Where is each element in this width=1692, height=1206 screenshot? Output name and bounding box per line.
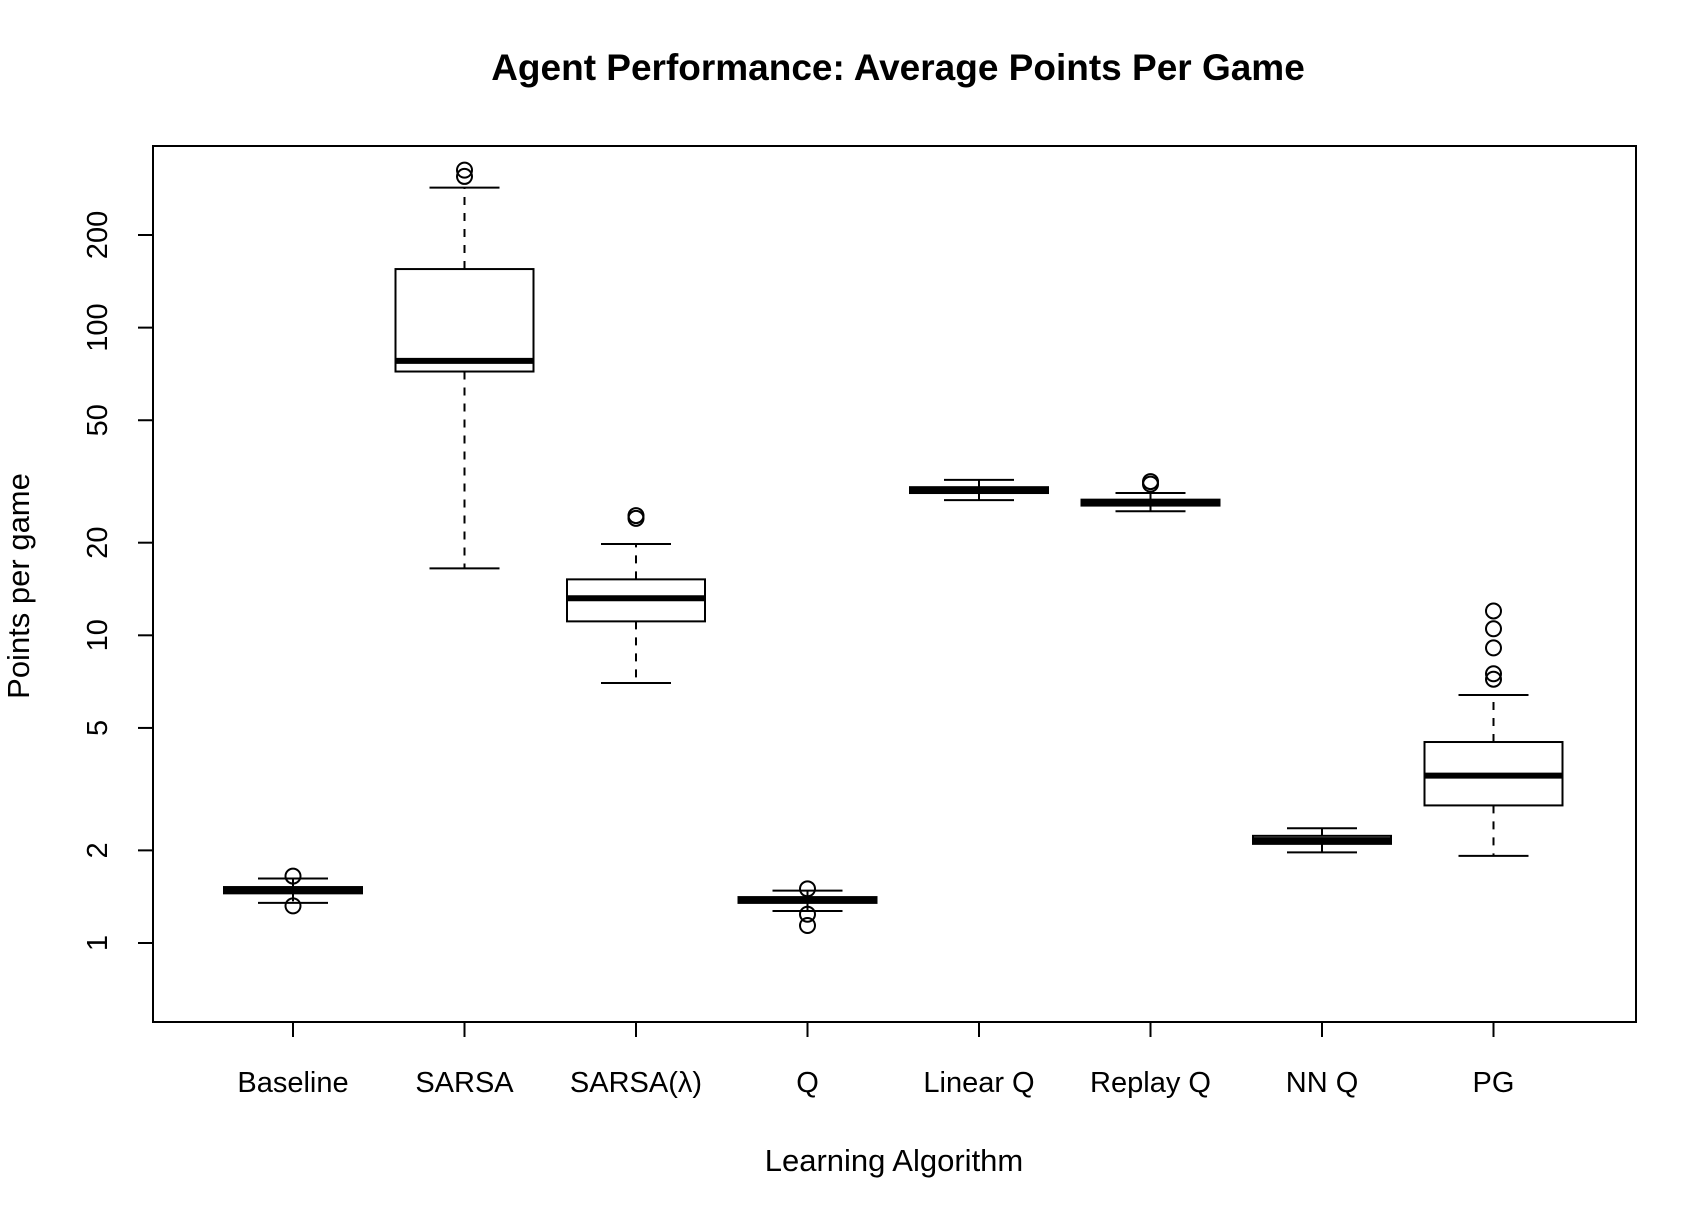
chart-title: Agent Performance: Average Points Per Ga…	[491, 47, 1305, 88]
boxes	[223, 161, 1564, 934]
outlier-point	[1485, 670, 1502, 688]
x-axis: Baseline SARSA SARSA(λ) Q Linear Q Replay Q NN…	[237, 1021, 1515, 1099]
box-iqr	[394, 268, 535, 373]
box-group	[1080, 473, 1221, 513]
x-axis-label: Learning Algorithm	[765, 1143, 1024, 1178]
box-group	[566, 507, 706, 684]
outlier-point	[1142, 473, 1159, 491]
outlier-point	[456, 167, 473, 185]
outlier-point	[284, 897, 302, 915]
y-tick-label: 2	[82, 842, 114, 858]
x-tick-label: NN Q	[1286, 1067, 1359, 1099]
box-group	[223, 867, 363, 915]
y-axis-label: Points per game	[1, 473, 36, 699]
y-tick-label: 10	[82, 619, 114, 651]
outlier-point	[799, 880, 816, 898]
x-tick-label: Replay Q	[1090, 1067, 1211, 1099]
x-tick-label: PG	[1473, 1067, 1515, 1099]
y-axis: 1 2 5 10 20 50 100 200	[82, 211, 154, 951]
y-tick-label: 1	[82, 935, 114, 951]
x-tick-label: SARSA	[415, 1067, 514, 1099]
outlier-point	[1485, 602, 1502, 620]
box-group	[909, 478, 1049, 502]
y-tick-label: 5	[82, 720, 114, 736]
box-group	[1423, 602, 1564, 857]
outlier-point	[627, 507, 645, 525]
outlier-point	[1485, 620, 1502, 638]
outlier-point	[1485, 639, 1502, 657]
outlier-point	[1485, 665, 1502, 683]
y-tick-label: 50	[82, 404, 114, 436]
outlier-point	[799, 916, 816, 934]
outlier-point	[799, 905, 816, 923]
outlier-point	[456, 161, 473, 179]
x-tick-label: Linear Q	[923, 1067, 1034, 1099]
x-tick-label: Q	[796, 1067, 819, 1099]
box-group	[1252, 827, 1392, 854]
y-tick-label: 200	[82, 211, 114, 259]
x-tick-label: Baseline	[237, 1067, 348, 1099]
x-tick-label: SARSA(λ)	[570, 1067, 702, 1099]
plot-frame	[152, 145, 1637, 1023]
y-tick-label: 100	[82, 303, 114, 351]
outlier-point	[284, 867, 302, 885]
box-group	[737, 880, 878, 934]
box-group	[394, 161, 535, 570]
y-tick-label: 20	[82, 527, 114, 559]
